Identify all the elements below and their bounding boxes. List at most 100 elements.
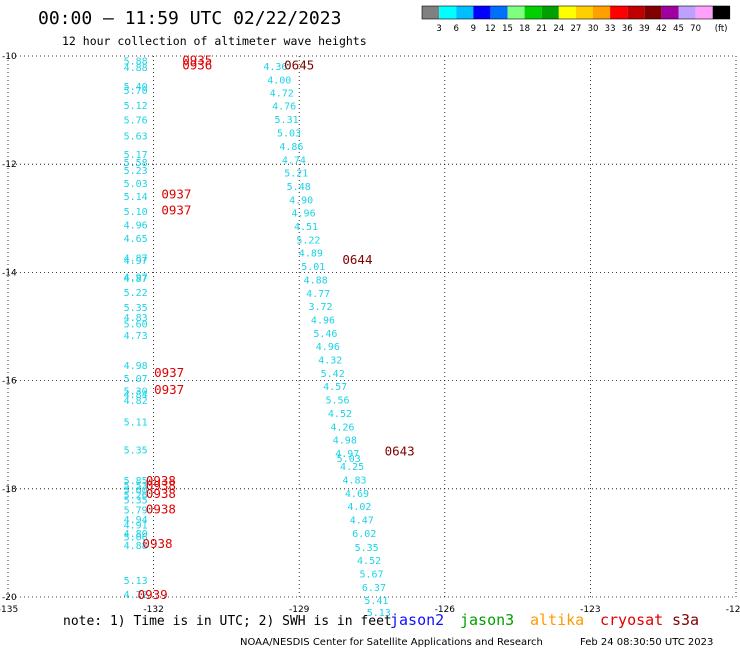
scale-swatch xyxy=(610,6,628,19)
wave-height-value: 4.25 xyxy=(340,462,364,473)
footnote: note: 1) Time is in UTC; 2) SWH is in fe… xyxy=(63,614,392,629)
satellite-jason2: jason2 xyxy=(390,611,444,629)
wave-height-value: 5.03 xyxy=(124,179,148,190)
wave-height-value: 4.72 xyxy=(270,88,294,99)
lon-tick-label: -129 xyxy=(289,605,310,615)
lon-tick-label: -120 xyxy=(726,605,740,615)
wave-height-value: 5.40 xyxy=(124,82,148,93)
wave-height-value: 4.96 xyxy=(292,208,316,219)
wave-height-value: 5.11 xyxy=(124,417,148,428)
wave-height-value: 4.74 xyxy=(282,155,306,166)
wave-height-value: 5.26 xyxy=(124,490,148,501)
scale-frame xyxy=(421,5,731,20)
scale-label: 6 xyxy=(453,24,458,34)
pass-time-label: 0937 xyxy=(161,203,191,218)
scale-swatch xyxy=(473,6,491,19)
wave-height-value: 4.52 xyxy=(328,409,352,420)
wave-height-value: 4.84 xyxy=(124,390,148,401)
wave-height-value: 5.13 xyxy=(367,608,391,619)
satellite-cryosat: cryosat xyxy=(600,611,663,629)
wave-height-value: 4.96 xyxy=(316,342,340,353)
scale-label: 9 xyxy=(471,24,476,34)
satellite-altika: altika xyxy=(530,611,584,629)
map-title: 00:00 – 11:59 UTC 02/22/2023 xyxy=(38,8,341,29)
pass-time-label: 0938 xyxy=(146,501,176,516)
wave-height-value: 4.73 xyxy=(124,331,148,342)
pass-time-label: 0935 xyxy=(182,52,212,67)
lon-tick-label: -123 xyxy=(580,605,600,615)
pass-time-label: 0938 xyxy=(146,486,176,501)
wave-height-value: 4.83 xyxy=(124,313,148,324)
wave-height-value: 5.22 xyxy=(124,288,148,299)
wave-height-value: 4.90 xyxy=(289,195,313,206)
wave-height-value: 4.57 xyxy=(323,382,347,393)
wave-height-value: 5.67 xyxy=(359,569,383,580)
wave-height-value: 4.36 xyxy=(263,62,287,73)
wave-height-value: 5.35 xyxy=(355,543,379,554)
scale-swatch xyxy=(490,6,508,19)
wave-height-value: 4.87 xyxy=(124,274,148,285)
scale-label: 42 xyxy=(656,24,667,34)
scale-label: 21 xyxy=(536,24,547,34)
wave-height-value: 5.53 xyxy=(124,481,148,492)
wave-height-value: 4.52 xyxy=(357,556,381,567)
scale-label: 18 xyxy=(519,24,530,34)
satellite-legend: jason2 jason3 altika cryosat s3a xyxy=(390,611,699,629)
wave-height-value: 5.03 xyxy=(337,454,361,465)
wave-height-value: 4.83 xyxy=(342,476,366,487)
wave-height-value: 4.88 xyxy=(304,276,328,287)
wave-height-value: 5.63 xyxy=(124,132,148,143)
wave-height-value: 4.86 xyxy=(279,142,303,153)
wave-height-value: 5.88 xyxy=(124,56,148,67)
wave-height-value: 6.37 xyxy=(362,583,386,594)
scale-swatch xyxy=(541,6,559,19)
scale-swatch xyxy=(712,6,730,19)
wave-height-value: 4.88 xyxy=(124,541,148,552)
wave-height-value: 5.31 xyxy=(275,115,299,126)
wave-height-value: 6.02 xyxy=(352,529,376,540)
wave-height-value: 4.72 xyxy=(124,590,148,601)
track-b-wave-heights: 4.36 4.00 4.72 4.76 5.31 5.03 4.86 4.74 5.21 5.48… xyxy=(263,62,390,619)
scale-label: 27 xyxy=(570,24,581,34)
satellite-jason3: jason3 xyxy=(460,611,514,629)
wave-height-value: 4.97 xyxy=(124,272,148,283)
wave-height-value: 5.01 xyxy=(301,262,325,273)
wave-height-value: 4.97 xyxy=(124,256,148,267)
wave-height-value: 4.89 xyxy=(299,248,323,259)
scale-label: 24 xyxy=(553,24,564,34)
wave-height-value: 5.42 xyxy=(321,369,345,380)
wave-height-value: 5.85 xyxy=(124,476,148,487)
scale-swatch xyxy=(422,6,440,19)
wave-height-value: 4.26 xyxy=(330,423,354,434)
pass-time-label: 0938 xyxy=(142,536,172,551)
scale-swatch xyxy=(507,6,525,19)
wave-height-value: 5.14 xyxy=(124,192,148,203)
map-grid xyxy=(7,55,737,598)
pass-time-label: 0645 xyxy=(284,58,314,73)
lat-tick-label: -20 xyxy=(2,593,17,603)
wave-height-value: 5.46 xyxy=(313,329,337,340)
scale-swatch xyxy=(661,6,679,19)
wave-height-value: 4.88 xyxy=(124,63,148,74)
scale-label: 15 xyxy=(502,24,513,34)
scale-swatch xyxy=(524,6,542,19)
pass-time-label: 0643 xyxy=(385,443,415,458)
pass-time-label: 0644 xyxy=(342,252,372,267)
lat-tick-label: -18 xyxy=(2,485,17,495)
wave-height-value: 4.02 xyxy=(347,502,371,513)
wave-height-value: 4.65 xyxy=(124,234,148,245)
map-subtitle: 12 hour collection of altimeter wave hei… xyxy=(62,34,367,48)
wave-height-value: 5.23 xyxy=(124,166,148,177)
wave-height-value: 5.21 xyxy=(284,168,308,179)
wave-height-value: 4.98 xyxy=(333,436,357,447)
lat-tick-label: -10 xyxy=(2,52,17,62)
lon-tick-label: -135 xyxy=(0,605,18,615)
axis-ticks: -10 -12 -14 -16 -18 -20 -135 -132 -129 -126 -123 -1… xyxy=(0,52,740,615)
wave-height-value: 5.03 xyxy=(277,128,301,139)
wave-height-value: 4.91 xyxy=(124,521,148,532)
wave-height-value: 5.06 xyxy=(124,532,148,543)
lat-tick-label: -16 xyxy=(2,377,17,387)
wave-height-value: 4.96 xyxy=(124,220,148,231)
scale-label: 33 xyxy=(605,24,616,34)
